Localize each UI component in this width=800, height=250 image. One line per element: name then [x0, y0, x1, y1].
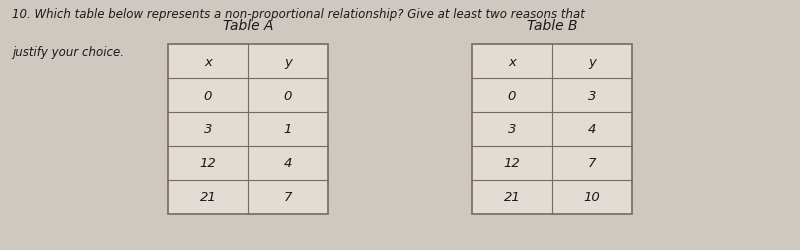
Text: 21: 21	[200, 190, 216, 203]
Text: 3: 3	[204, 123, 212, 136]
Text: 4: 4	[284, 157, 292, 170]
Text: 0: 0	[508, 89, 516, 102]
Text: 1: 1	[284, 123, 292, 136]
Text: x: x	[204, 56, 212, 68]
Text: Table B: Table B	[526, 18, 578, 32]
Text: justify your choice.: justify your choice.	[12, 46, 124, 59]
Bar	[168, 45, 328, 214]
Text: 12: 12	[504, 157, 520, 170]
Text: 21: 21	[504, 190, 520, 203]
Text: y: y	[284, 56, 292, 68]
Text: Table A: Table A	[222, 18, 274, 32]
Text: 0: 0	[284, 89, 292, 102]
Bar	[472, 45, 632, 214]
Text: 7: 7	[588, 157, 596, 170]
Text: 12: 12	[200, 157, 216, 170]
Text: 3: 3	[588, 89, 596, 102]
Text: 0: 0	[204, 89, 212, 102]
Text: 7: 7	[284, 190, 292, 203]
Text: x: x	[508, 56, 516, 68]
Text: 10: 10	[584, 190, 600, 203]
Text: 10. Which table below represents a non-proportional relationship? Give at least : 10. Which table below represents a non-p…	[12, 8, 585, 20]
Text: 3: 3	[508, 123, 516, 136]
Text: y: y	[588, 56, 596, 68]
Text: 4: 4	[588, 123, 596, 136]
